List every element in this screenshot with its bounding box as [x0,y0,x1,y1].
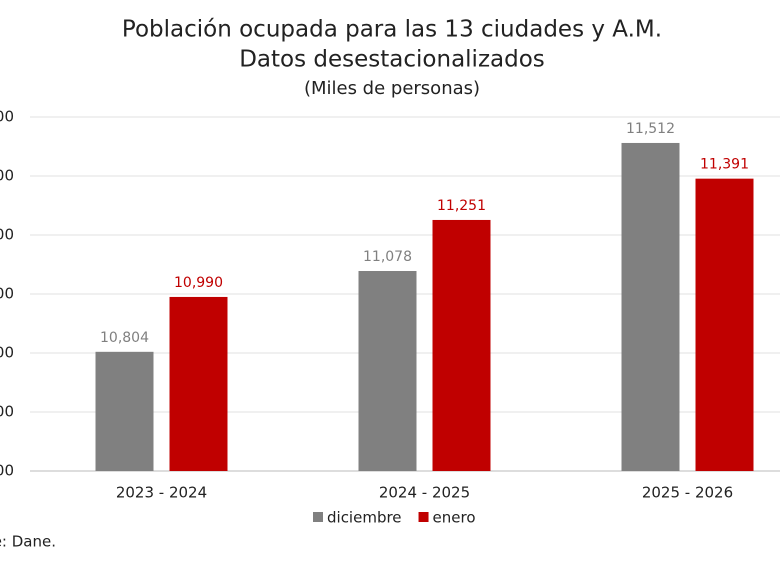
bar [695,178,754,471]
y-tick-label: 11,600 [0,108,14,126]
chart-title: Población ocupada para las 13 ciudades y… [122,17,662,43]
bar [432,219,491,471]
legend-label: diciembre [327,509,402,527]
value-label: 10,990 [174,275,223,291]
value-label: 11,512 [626,121,675,137]
y-tick-label: 10,800 [0,344,14,362]
y-tick-label: 11,000 [0,285,14,303]
x-tick-label: 2023 - 2024 [116,484,207,502]
value-label: 11,391 [700,157,749,173]
y-tick-label: 10,400 [0,462,14,480]
bar [95,351,154,471]
y-tick-label: 11,400 [0,167,14,185]
value-label: 10,804 [100,330,149,346]
y-tick-label: 10,600 [0,403,14,421]
value-label: 11,078 [363,249,412,265]
x-tick-label: 2025 - 2026 [642,484,733,502]
legend-swatch [313,512,323,522]
legend-label: enero [433,509,476,527]
legend-swatch [418,512,429,522]
bar [169,296,228,471]
chart-subtitle: Datos desestacionalizados [239,47,545,73]
y-tick-label: 11,200 [0,226,14,244]
unit-note: (Miles de personas) [304,78,480,99]
value-label: 11,251 [437,198,486,214]
source-note: Fuente: Dane. [0,533,56,551]
bar [621,142,680,471]
x-tick-label: 2024 - 2025 [379,484,470,502]
bar [358,270,417,471]
